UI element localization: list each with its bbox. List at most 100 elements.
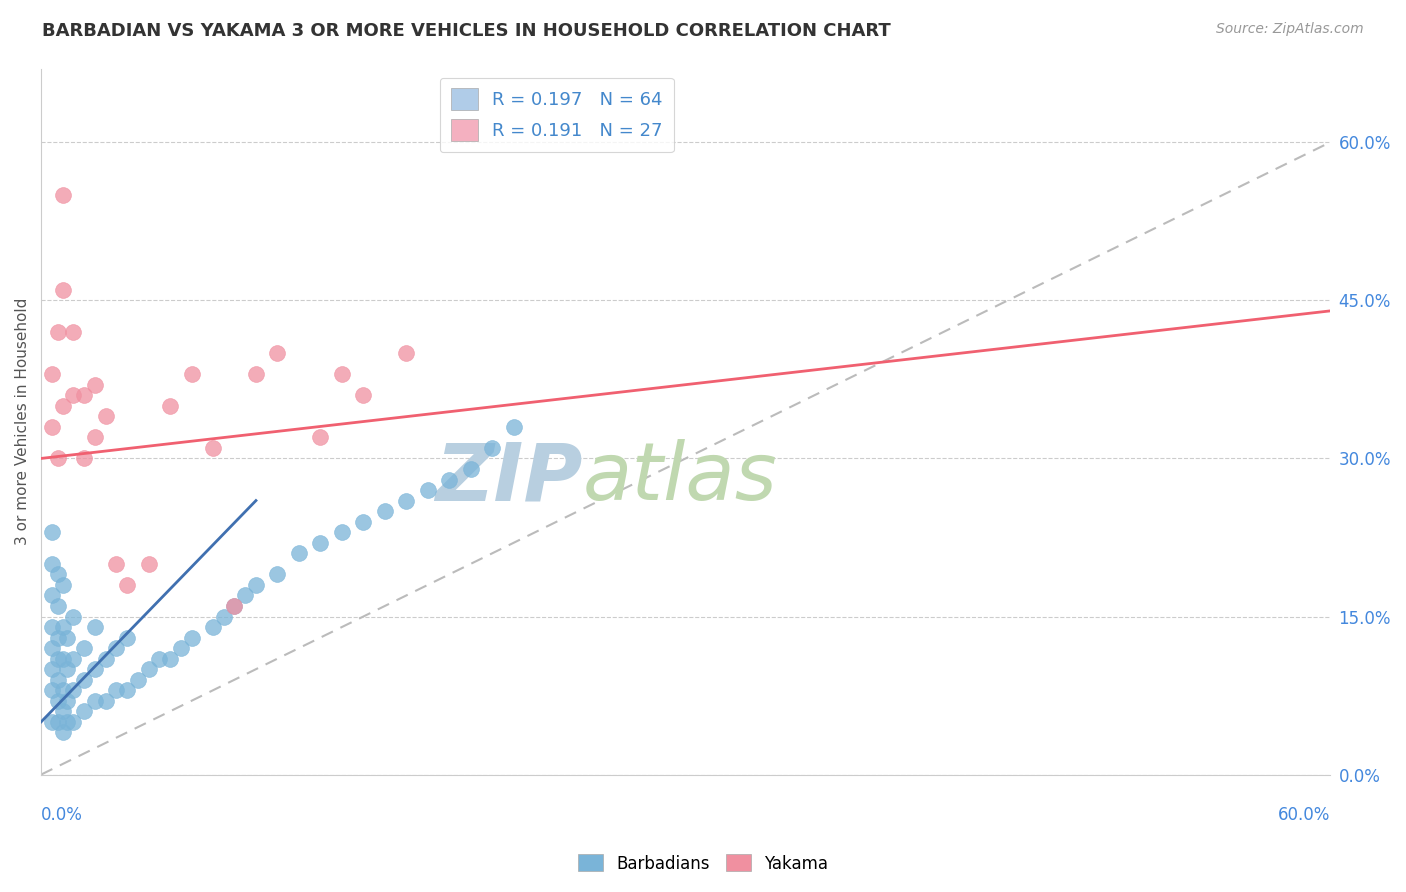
Point: [52, 683, 75, 698]
Point: [439, 473, 461, 487]
Text: 0.0%: 0.0%: [41, 806, 83, 824]
Point: [41, 641, 63, 656]
Point: [62, 325, 84, 339]
Text: 60.0%: 60.0%: [1278, 806, 1330, 824]
Legend: R = 0.197   N = 64, R = 0.191   N = 27: R = 0.197 N = 64, R = 0.191 N = 27: [440, 78, 673, 153]
Point: [94, 694, 117, 708]
Point: [41, 419, 63, 434]
Point: [56, 714, 79, 729]
Y-axis label: 3 or more Vehicles in Household: 3 or more Vehicles in Household: [15, 298, 30, 545]
Point: [52, 651, 75, 665]
Point: [224, 599, 246, 613]
Point: [159, 651, 181, 665]
Point: [41, 525, 63, 540]
Point: [502, 419, 524, 434]
Point: [352, 388, 374, 402]
Point: [46, 714, 69, 729]
Point: [41, 367, 63, 381]
Point: [159, 399, 181, 413]
Text: ZIP: ZIP: [434, 439, 582, 517]
Point: [180, 631, 202, 645]
Point: [52, 578, 75, 592]
Point: [52, 725, 75, 739]
Point: [395, 493, 418, 508]
Point: [52, 399, 75, 413]
Point: [115, 631, 138, 645]
Point: [245, 367, 267, 381]
Point: [52, 188, 75, 202]
Point: [62, 683, 84, 698]
Point: [395, 346, 418, 360]
Point: [46, 325, 69, 339]
Point: [138, 662, 160, 676]
Point: [46, 631, 69, 645]
Point: [73, 641, 96, 656]
Point: [41, 620, 63, 634]
Point: [41, 662, 63, 676]
Point: [460, 462, 482, 476]
Point: [46, 673, 69, 687]
Point: [62, 388, 84, 402]
Point: [309, 430, 332, 444]
Point: [309, 535, 332, 549]
Point: [115, 683, 138, 698]
Point: [62, 651, 84, 665]
Point: [46, 567, 69, 582]
Point: [105, 683, 128, 698]
Point: [266, 567, 288, 582]
Point: [138, 557, 160, 571]
Point: [416, 483, 439, 497]
Point: [170, 641, 193, 656]
Point: [233, 589, 256, 603]
Point: [56, 631, 79, 645]
Point: [115, 578, 138, 592]
Point: [73, 388, 96, 402]
Point: [73, 451, 96, 466]
Point: [46, 451, 69, 466]
Point: [224, 599, 246, 613]
Point: [46, 651, 69, 665]
Text: atlas: atlas: [582, 439, 778, 517]
Point: [481, 441, 503, 455]
Point: [46, 599, 69, 613]
Legend: Barbadians, Yakama: Barbadians, Yakama: [571, 847, 835, 880]
Point: [180, 367, 202, 381]
Point: [41, 557, 63, 571]
Point: [352, 515, 374, 529]
Point: [127, 673, 149, 687]
Point: [245, 578, 267, 592]
Point: [56, 662, 79, 676]
Point: [201, 441, 224, 455]
Point: [83, 377, 105, 392]
Point: [201, 620, 224, 634]
Point: [330, 525, 353, 540]
Point: [83, 620, 105, 634]
Point: [83, 694, 105, 708]
Point: [41, 683, 63, 698]
Point: [212, 609, 235, 624]
Point: [73, 704, 96, 718]
Point: [62, 609, 84, 624]
Point: [73, 673, 96, 687]
Point: [105, 557, 128, 571]
Point: [266, 346, 288, 360]
Point: [52, 283, 75, 297]
Point: [83, 430, 105, 444]
Point: [41, 589, 63, 603]
Point: [41, 714, 63, 729]
Point: [330, 367, 353, 381]
Point: [288, 546, 311, 560]
Point: [374, 504, 396, 518]
Point: [148, 651, 170, 665]
Point: [56, 694, 79, 708]
Text: BARBADIAN VS YAKAMA 3 OR MORE VEHICLES IN HOUSEHOLD CORRELATION CHART: BARBADIAN VS YAKAMA 3 OR MORE VEHICLES I…: [42, 22, 891, 40]
Point: [94, 409, 117, 424]
Point: [94, 651, 117, 665]
Point: [52, 704, 75, 718]
Point: [83, 662, 105, 676]
Point: [52, 620, 75, 634]
Point: [105, 641, 128, 656]
Point: [46, 694, 69, 708]
Point: [62, 714, 84, 729]
Text: Source: ZipAtlas.com: Source: ZipAtlas.com: [1216, 22, 1364, 37]
